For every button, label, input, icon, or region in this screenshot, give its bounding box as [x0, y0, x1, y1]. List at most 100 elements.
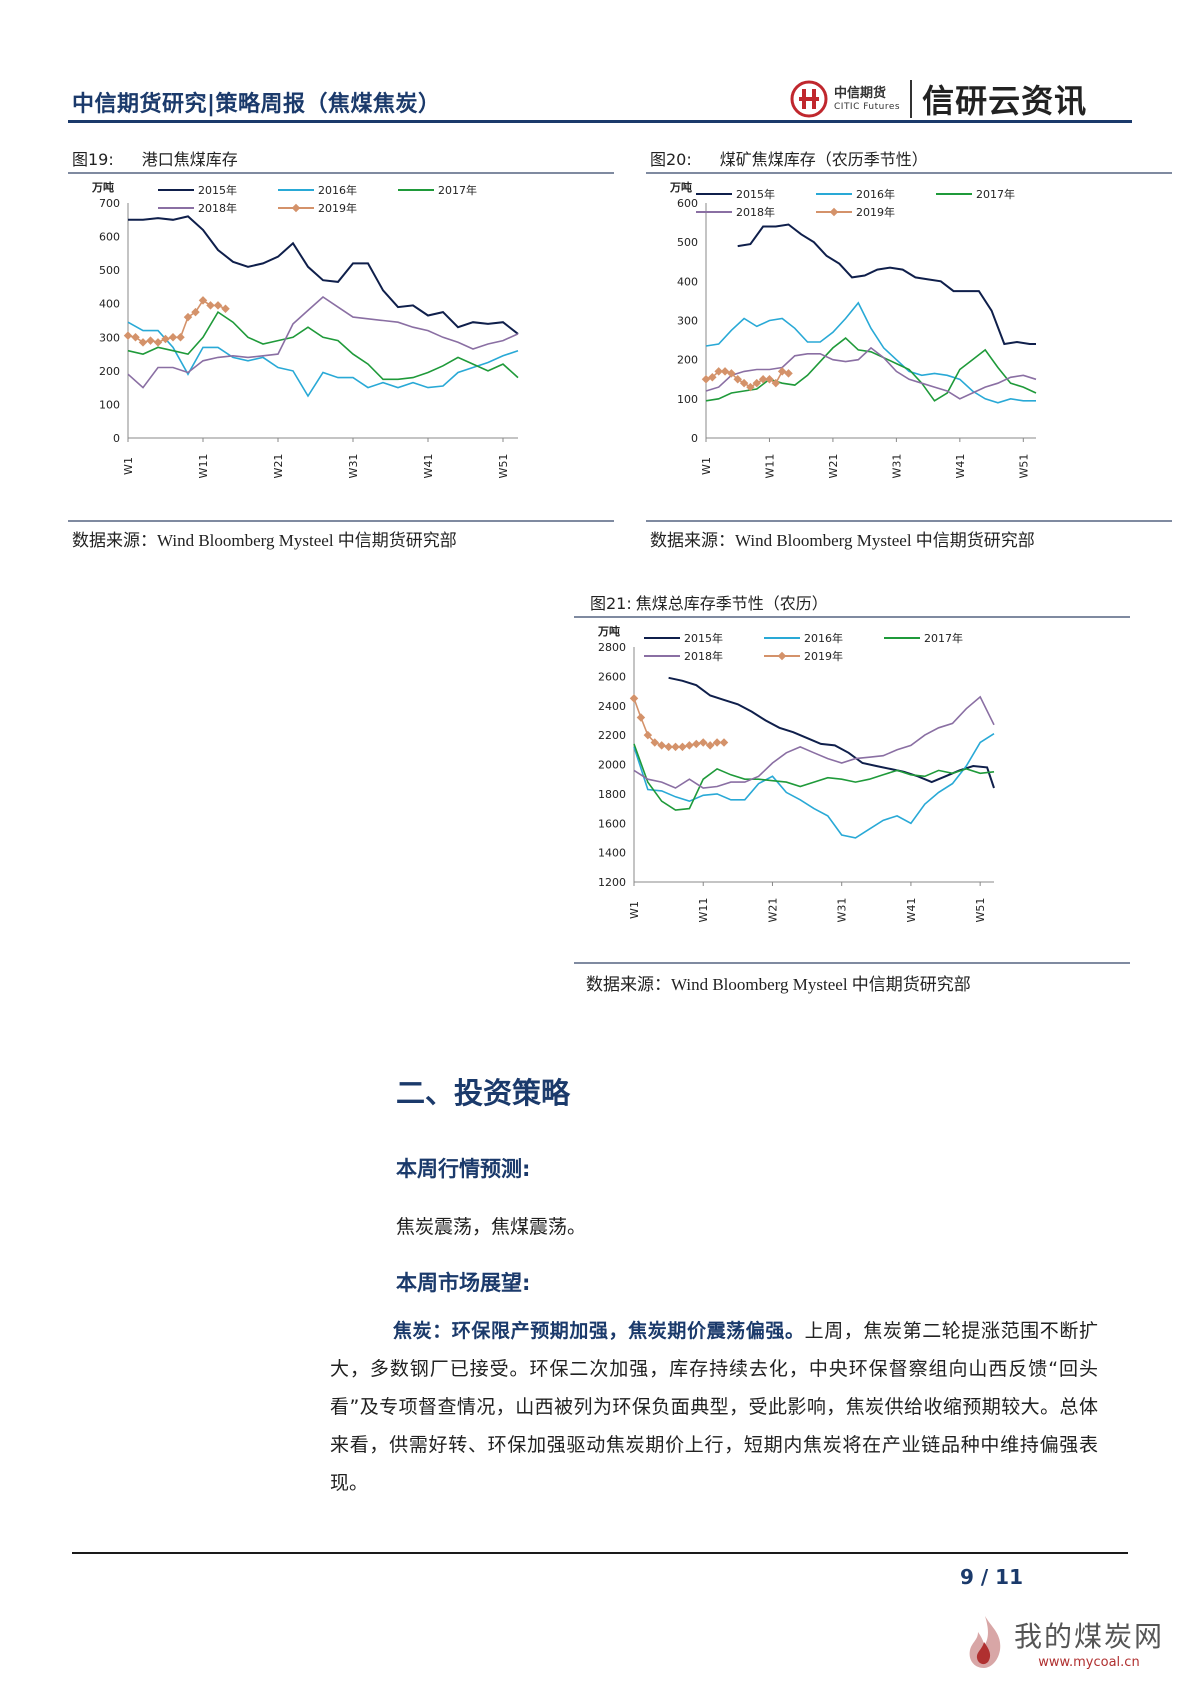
logo-chinese-name: 中信期货	[834, 86, 887, 101]
series-point-2019	[123, 331, 133, 340]
report-header-title: 中信期货研究|策略周报（焦煤焦炭）	[72, 92, 441, 117]
outlook-heading: 本周市场展望:	[396, 1271, 531, 1295]
series-point-2019	[719, 738, 729, 747]
chart-mine-coking-coal-inventory: 万吨 0 100 200 300 400 500 600 W1 W11 W21 W31 W41 W51 20…	[669, 180, 1037, 479]
series-point-2019	[664, 742, 673, 752]
series-point-2019	[746, 382, 755, 392]
series-point-2019	[685, 741, 694, 750]
x-tick-label: W31	[836, 898, 849, 923]
x-tick-label: W1	[628, 901, 641, 919]
series-point-2019	[777, 367, 787, 376]
watermark-url: www.mycoal.cn	[1038, 1654, 1140, 1670]
x-tick-label: W11	[697, 898, 710, 923]
x-tick-label: W51	[974, 898, 987, 923]
header-rule	[68, 120, 1132, 123]
logo-separator	[910, 80, 913, 118]
y-tick-label: 600	[99, 231, 120, 244]
series-line-2017年	[127, 310, 519, 381]
y-tick-label: 0	[113, 432, 120, 445]
series-point-2019	[636, 713, 646, 722]
legend-marker-2019	[829, 207, 839, 217]
y-tick-label: 300	[677, 315, 698, 328]
legend-marker-2019	[291, 203, 301, 213]
y-tick-label: 500	[677, 236, 698, 249]
series-point-2019	[708, 373, 717, 382]
y-tick-label: 100	[677, 393, 698, 406]
outlook-paragraph: 焦炭：环保限产预期加强，焦炭期价震荡偏强。上周，焦炭第二轮提涨范围不断扩大，多数…	[330, 1312, 1098, 1502]
y-unit-label: 万吨	[91, 180, 114, 194]
y-tick-label: 100	[99, 398, 120, 411]
y-tick-label: 500	[99, 264, 120, 277]
outlook-paragraph-body: 上周，焦炭第二轮提涨范围不断扩大，多数钢厂已接受。环保二次加强，库存持续去化，中…	[330, 1320, 1098, 1494]
legend-label-2016年: 2016年	[804, 631, 843, 645]
series-point-2019	[758, 375, 768, 384]
series-point-2019	[739, 378, 749, 388]
legend-label-2015年: 2015年	[198, 183, 237, 197]
figure-21-title: 焦煤总库存季节性（农历）	[635, 594, 828, 613]
legend-label-2019年: 2019年	[804, 649, 843, 663]
legend-marker-2019	[777, 651, 787, 661]
x-tick-label: W1	[122, 457, 135, 475]
y-tick-label: 1200	[598, 876, 626, 889]
y-unit-label: 万吨	[669, 180, 692, 194]
series-point-2019	[206, 301, 215, 310]
legend-label-2015年: 2015年	[736, 187, 775, 201]
watermark: 我的煤炭网 www.mycoal.cn	[962, 1612, 1164, 1672]
y-tick-label: 300	[99, 331, 120, 344]
series-point-2019	[714, 367, 723, 376]
y-tick-label: 2000	[598, 759, 626, 772]
series-point-2019	[183, 312, 193, 322]
series-line-2015年	[668, 676, 995, 789]
figure-19-bottom-rule	[68, 520, 614, 522]
series-point-2019	[161, 334, 170, 344]
series-line-2017年	[633, 743, 995, 811]
watermark-text: 我的煤炭网	[1014, 1619, 1165, 1653]
company-logo: 中信期货 CITIC Futures 信研云资讯	[790, 74, 1087, 124]
series-point-2019	[131, 333, 140, 342]
y-tick-label: 2200	[598, 729, 626, 742]
outlook-paragraph-lead: 焦炭：环保限产预期加强，焦炭期价震荡偏强。	[393, 1320, 805, 1342]
series-point-2019	[168, 333, 178, 342]
y-tick-label: 700	[99, 197, 120, 210]
figure-20-title: 煤矿焦煤库存（农历季节性）	[719, 150, 928, 169]
y-tick-label: 200	[99, 365, 120, 378]
figure-19-source: 数据来源：Wind Bloomberg Mysteel 中信期货研究部	[72, 531, 457, 550]
x-tick-label: W41	[905, 898, 918, 923]
footer-rule	[72, 1552, 1128, 1554]
page-number: 9 / 11	[960, 1565, 1023, 1589]
series-point-2019	[784, 369, 793, 378]
x-tick-label: W51	[1017, 454, 1030, 479]
figure-21-caption: 图21: 焦煤总库存季节性（农历）	[590, 590, 828, 614]
series-point-2019	[692, 739, 701, 749]
legend-label-2018年: 2018年	[684, 649, 723, 663]
legend-label-2017年: 2017年	[924, 631, 963, 645]
series-point-2019	[720, 367, 730, 376]
chart-port-coking-coal-inventory: 万吨 0 100 200 300 400 500 600 700 W1 W11 W21 W31 W41 W5…	[91, 180, 519, 479]
legend-label-2017年: 2017年	[976, 187, 1015, 201]
series-line-2016年	[127, 321, 519, 398]
x-tick-label: W41	[422, 454, 435, 479]
legend-label-2018年: 2018年	[736, 205, 775, 219]
y-tick-label: 2600	[598, 670, 626, 683]
y-tick-label: 0	[691, 432, 698, 445]
series-point-2019	[221, 304, 230, 313]
figure-19-caption: 图19: 港口焦煤库存	[72, 146, 238, 170]
figure-20-bottom-rule	[646, 520, 1172, 522]
series-point-2019	[138, 338, 148, 347]
figure-19-top-rule	[68, 172, 614, 174]
brand-name: 信研云资讯	[922, 82, 1088, 120]
legend-label-2016年: 2016年	[856, 187, 895, 201]
figure-21-bottom-rule	[574, 962, 1130, 964]
series-point-2019	[153, 338, 163, 347]
logo-english-name: CITIC Futures	[834, 102, 901, 112]
series-line-2015年	[128, 215, 519, 335]
series-point-2019	[705, 741, 715, 750]
figure-21-source: 数据来源：Wind Bloomberg Mysteel 中信期货研究部	[586, 975, 971, 994]
y-tick-label: 400	[677, 275, 698, 288]
y-tick-label: 2400	[598, 700, 626, 713]
legend-label-2015年: 2015年	[684, 631, 723, 645]
figure-20-number: 图20:	[650, 150, 692, 169]
series-line-2016年	[705, 301, 1036, 404]
x-tick-label: W21	[272, 454, 285, 479]
legend-label-2016年: 2016年	[318, 183, 357, 197]
